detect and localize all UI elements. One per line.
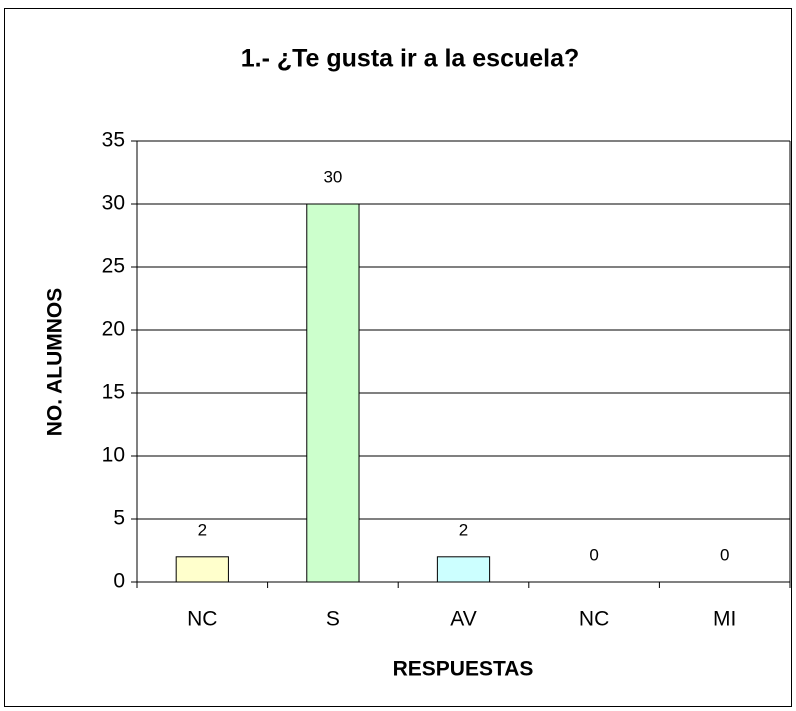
bar (175, 556, 229, 583)
bar (436, 556, 491, 583)
chart-border (4, 8, 792, 707)
value-label: 0 (720, 545, 729, 564)
y-tick-label: 15 (102, 381, 125, 404)
value-label: 2 (198, 520, 207, 539)
value-label: 2 (459, 520, 468, 539)
y-tick-label: 35 (102, 129, 125, 152)
x-tick-label: NC (579, 608, 609, 631)
bar (306, 203, 360, 583)
value-label: 30 (323, 167, 342, 186)
y-tick-label: 25 (102, 255, 125, 278)
x-tick-label: AV (450, 608, 476, 631)
x-tick-label: S (326, 608, 340, 631)
x-axis-title: RESPUESTAS (393, 658, 534, 681)
value-label: 0 (589, 545, 598, 564)
y-tick-label: 10 (102, 444, 125, 467)
chart-title: 1.- ¿Te gusta ir a la escuela? (241, 45, 580, 73)
y-tick-label: 0 (113, 570, 125, 593)
y-tick-label: 30 (102, 192, 125, 215)
y-axis-title: NO. ALUMNOS (44, 288, 67, 437)
y-tick-label: 5 (113, 507, 125, 530)
x-tick-label: MI (713, 608, 736, 631)
y-tick-label: 20 (102, 318, 125, 341)
x-tick-label: NC (187, 608, 217, 631)
